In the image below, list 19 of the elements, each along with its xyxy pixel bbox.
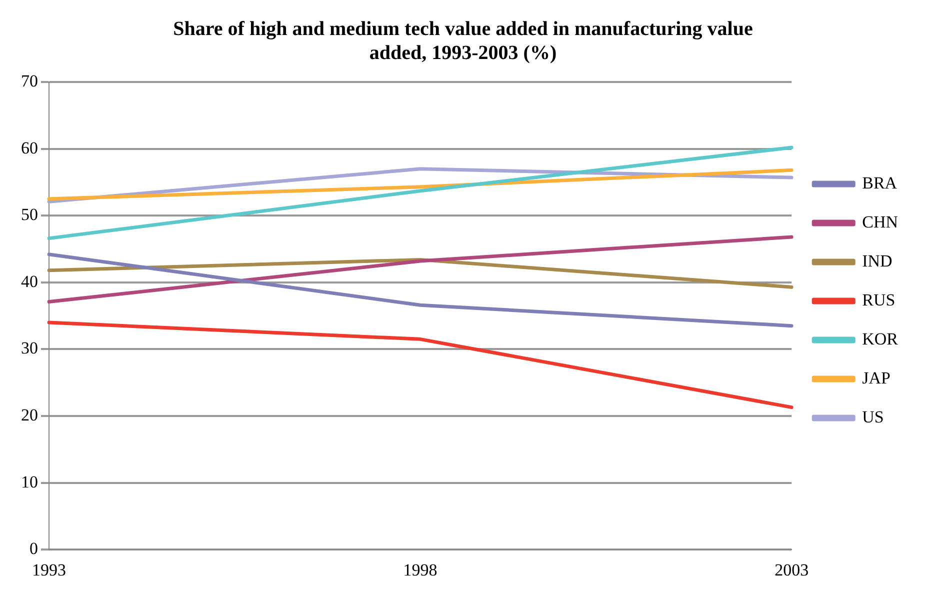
x-tick-label: 1998 xyxy=(403,560,438,580)
legend-label: IND xyxy=(862,251,892,270)
y-tick-label: 70 xyxy=(21,71,38,90)
y-tick-label: 60 xyxy=(21,138,38,158)
y-tick-label: 0 xyxy=(30,539,38,558)
x-tick-label: 1993 xyxy=(32,560,66,580)
legend-label: US xyxy=(862,407,884,426)
y-tick-label: 40 xyxy=(21,272,38,291)
legend-label: BRA xyxy=(862,173,898,192)
legend-label: KOR xyxy=(862,329,899,348)
legend-label: CHN xyxy=(862,212,898,232)
y-tick-label: 30 xyxy=(21,338,38,358)
y-tick-label: 50 xyxy=(21,205,38,224)
y-tick-label: 10 xyxy=(21,472,38,492)
legend-label: RUS xyxy=(862,290,896,310)
chart-title: Share of high and medium tech value added in manufacturing value added, 1993-2003 (%) xyxy=(173,18,753,64)
y-tick-label: 20 xyxy=(21,405,38,424)
x-tick-label: 2003 xyxy=(774,560,809,580)
legend-label: JAP xyxy=(862,368,890,388)
